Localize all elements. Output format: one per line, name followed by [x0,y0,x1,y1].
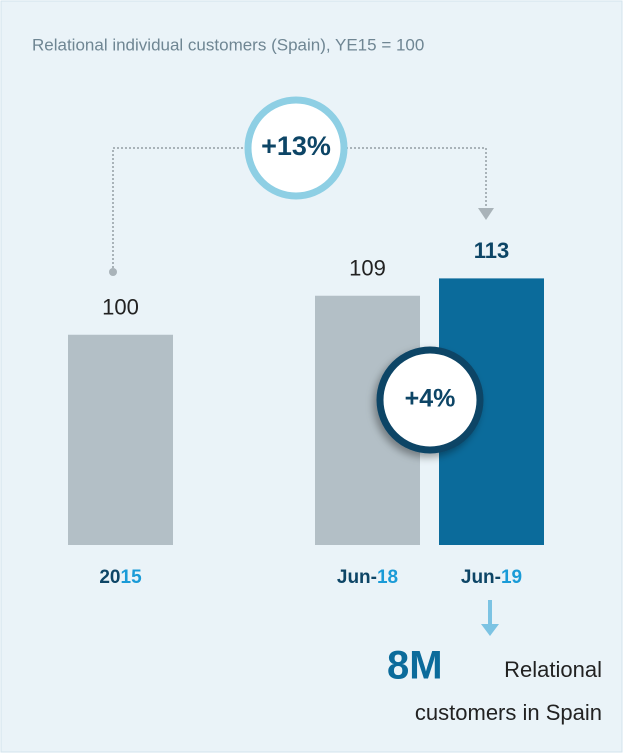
connector-arrow [478,208,494,220]
badge-circle [244,96,348,200]
connector [112,147,487,272]
x-tick-label: 2015 [99,567,142,588]
connector-right [346,147,487,208]
value-label: 100 [102,295,139,320]
callout-value: 8M [387,644,443,688]
callout-text: Relational [504,657,602,682]
connector-dot [109,268,117,276]
connector-left [112,147,246,272]
callout-text: customers in Spain [415,700,602,725]
badge-label: +4% [405,385,456,413]
x-tick-label: Jun-18 [337,567,398,588]
value-label: 113 [474,238,510,263]
value-label: 109 [349,256,386,281]
chart-title: Relational individual customers (Spain),… [32,35,424,54]
x-tick-label: Jun-19 [461,567,522,588]
bar [68,334,173,545]
badge-label: +13% [261,131,331,161]
callout-arrow-head [481,624,499,636]
badge-circle [376,346,484,454]
